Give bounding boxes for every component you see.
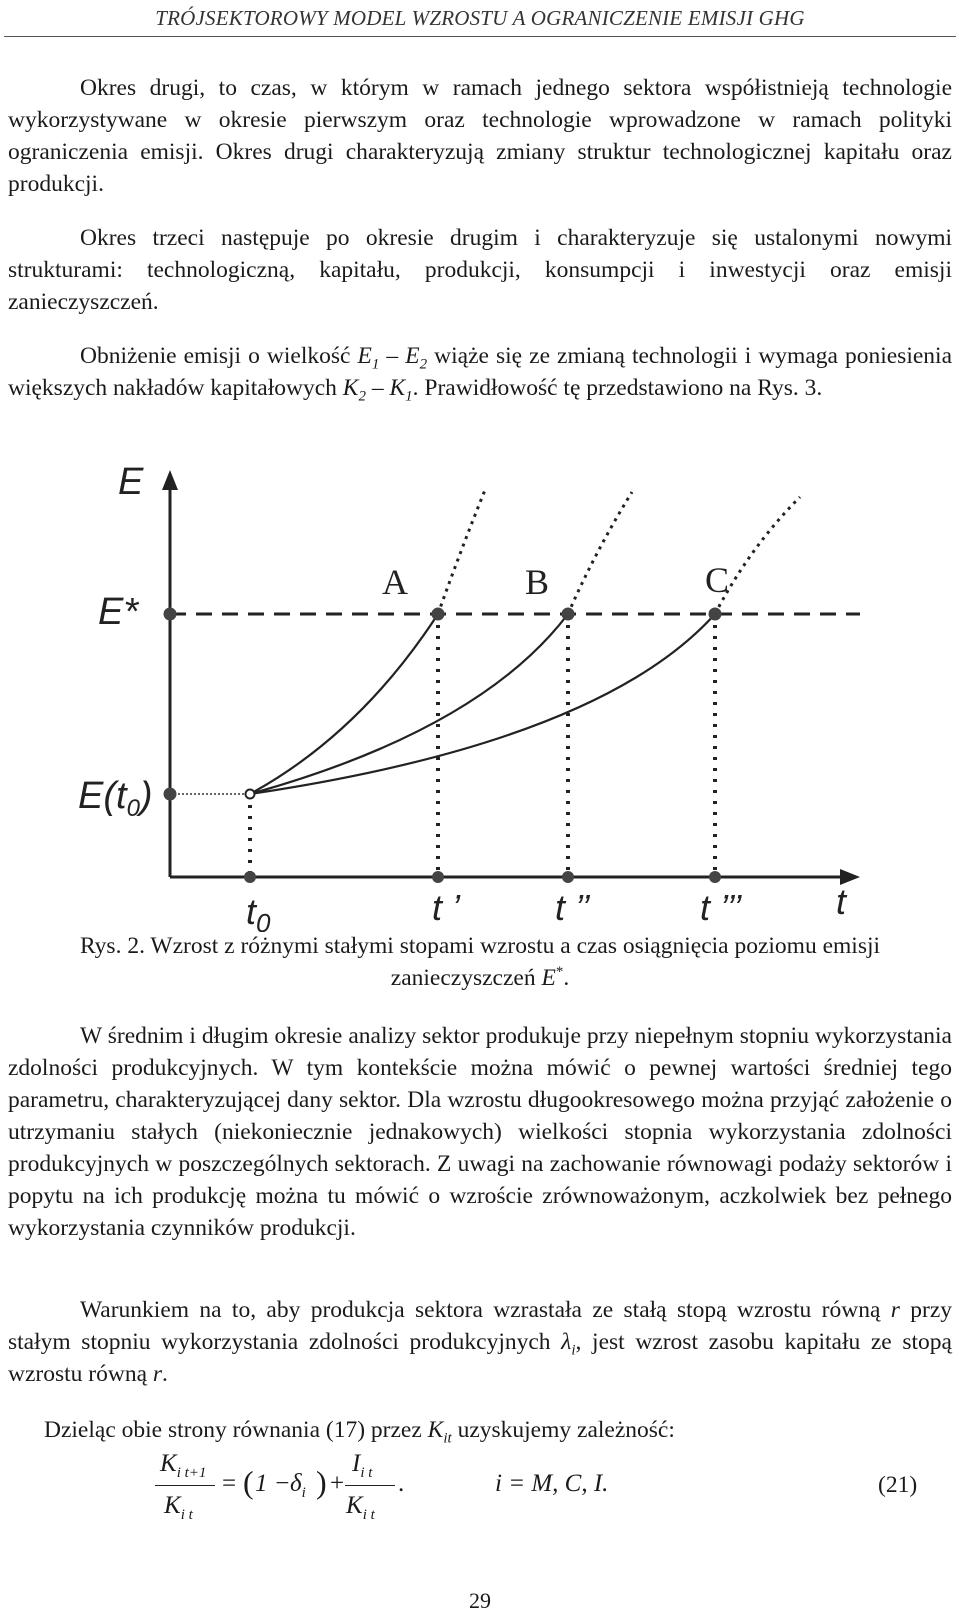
x-tick-label-t2: t ’’: [555, 887, 591, 928]
paragraph-3: Obniżenie emisji o wielkość E1 – E2 wiąż…: [8, 340, 952, 404]
eq-delta: δi: [290, 1470, 306, 1501]
eq-rhs-fraction-bar: [345, 1485, 395, 1486]
p3-dash-2: –: [365, 375, 390, 401]
symbol-e2: E: [405, 343, 420, 369]
p3-dash-1: –: [379, 343, 406, 369]
x-axis-label: t: [836, 881, 848, 922]
eq-rhs-denominator: Ki t: [346, 1492, 375, 1523]
symbol-r-1: r: [890, 1297, 900, 1323]
eq-plus: +: [330, 1470, 345, 1497]
eq-equals: =: [222, 1470, 237, 1497]
point-a: [431, 607, 445, 621]
p3-text-c: . Prawidłowość tę przedstawiono na Rys. …: [412, 375, 823, 401]
symbol-k2-sub: 2: [358, 388, 366, 405]
p5-text-b: przy stałym stopniu wykorzystania zdolno…: [8, 1297, 952, 1355]
tick-t2: [562, 871, 574, 883]
y-axis-label: E: [118, 462, 144, 503]
paragraph-6: Dzieląc obie strony równania (17) przez …: [8, 1414, 952, 1446]
tick-t0: [244, 871, 256, 883]
curve-b-extension: [566, 491, 634, 615]
symbol-e2-sub: 2: [419, 356, 428, 373]
eq-one-minus: 1 −: [255, 1470, 291, 1497]
header-rule: [4, 36, 956, 37]
p5-text-c: , jest wzrost zasobu kapitału ze stopą w…: [8, 1329, 952, 1387]
tick-t1: [432, 871, 444, 883]
y-axis-arrow-icon: [162, 470, 178, 490]
curve-c-extension: [713, 495, 802, 615]
symbol-k-it-sub: it: [443, 1430, 452, 1447]
symbol-k1-sub: 1: [405, 388, 413, 405]
eq-lhs-denominator: Ki t: [164, 1492, 193, 1523]
eq-lhs-numerator: Ki t+1: [160, 1450, 207, 1481]
start-label: E(t0): [78, 775, 153, 822]
eq-number: (21): [878, 1472, 918, 1498]
eq-index-definition: i = M, C, I.: [495, 1470, 609, 1497]
caption-symbol: E: [541, 965, 556, 991]
p3-text-b: wiąże się ze zmianą technologii i wymaga…: [8, 343, 953, 401]
running-header: TRÓJSEKTOROWY MODEL WZROSTU A OGRANICZEN…: [155, 6, 805, 30]
point-start: [244, 788, 256, 800]
symbol-r-2: r: [152, 1361, 163, 1387]
caption-text: Rys. 2. Wzrost z różnymi stałymi stopami…: [79, 933, 881, 991]
paragraph-1: Okres drugi, to czas, w którym w ramach …: [8, 75, 952, 197]
symbol-k2: K: [342, 375, 359, 401]
caption-end: .: [563, 965, 570, 991]
eq-paren-open: (: [243, 1464, 254, 1500]
paragraph-4: W średnim i długim okresie analizy sekto…: [8, 1023, 952, 1241]
paragraph-2: Okres trzeci następuje po okresie drugim…: [8, 225, 952, 315]
eq-period: .: [398, 1470, 405, 1497]
eq-lhs-fraction-bar: [155, 1485, 215, 1486]
x-tick-label-t1: t ’: [432, 887, 461, 928]
figure-caption: Rys. 2. Wzrost z różnymi stałymi stopami…: [8, 930, 952, 994]
p3-text-a: Obniżenie emisji o wielkość: [80, 343, 358, 369]
point-c: [708, 607, 722, 621]
emission-growth-figure: E E* E(t0) A B C t0 t ’ t ’’ t ’’’ t: [78, 462, 860, 932]
point-e-t0: [163, 787, 177, 801]
page-number: 29: [469, 1588, 491, 1613]
eq-paren-close: ): [316, 1464, 327, 1500]
x-tick-label-t0: t0: [246, 891, 271, 932]
p6-text-b: uzyskujemy zależność:: [451, 1417, 675, 1443]
x-tick-label-t3: t ’’’: [700, 887, 742, 928]
symbol-lambda: λ: [561, 1329, 572, 1355]
eq-rhs-numerator: Ii t: [352, 1450, 373, 1481]
symbol-k1: K: [389, 375, 406, 401]
symbol-e1-sub: 1: [371, 356, 380, 373]
symbol-k-it: K: [427, 1417, 444, 1443]
curve-a-extension: [436, 489, 487, 615]
point-e-star: [163, 607, 177, 621]
p5-text-a: Warunkiem na to, aby produkcja sektora w…: [80, 1297, 891, 1323]
paragraph-5: Warunkiem na to, aby produkcja sektora w…: [8, 1294, 952, 1390]
curve-label-a: A: [382, 562, 408, 602]
threshold-label: E*: [98, 591, 139, 633]
x-axis-arrow-icon: [840, 869, 860, 885]
point-b: [561, 607, 575, 621]
p6-text-a: Dzieląc obie strony równania (17) przez: [44, 1417, 428, 1443]
p5-text-d: .: [162, 1361, 168, 1387]
curve-a: [249, 613, 439, 795]
curve-c: [249, 613, 716, 796]
caption-symbol-sup: *: [555, 964, 564, 981]
curve-b: [249, 613, 569, 796]
symbol-lambda-sub: i: [571, 1342, 576, 1359]
symbol-e1: E: [357, 343, 372, 369]
curve-label-c: C: [705, 560, 729, 600]
curve-label-b: B: [525, 562, 549, 602]
tick-t3: [709, 871, 721, 883]
